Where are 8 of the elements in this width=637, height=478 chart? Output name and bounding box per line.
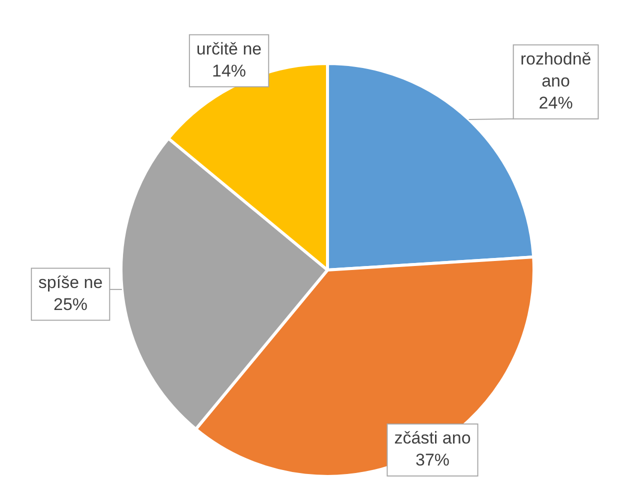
slice-label: určitě ne — [196, 39, 262, 58]
slice-label: rozhodně ano — [520, 50, 592, 91]
data-label: 14% — [212, 61, 246, 80]
data-label: 24% — [538, 94, 573, 113]
slice-label: spíše ne — [38, 272, 103, 292]
data-label: 37% — [415, 450, 450, 470]
slice-label: zčásti ano — [394, 428, 471, 448]
data-label: 25% — [54, 294, 88, 314]
